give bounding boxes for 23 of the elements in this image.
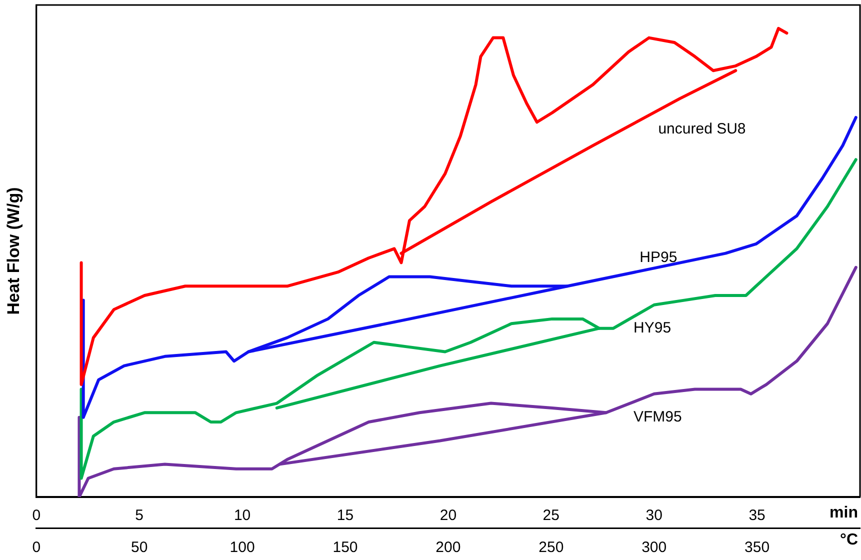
x2-tick-label: 0 xyxy=(32,539,41,556)
x2-tick-label: 200 xyxy=(436,539,461,556)
x-tick-label: 0 xyxy=(32,507,41,524)
x2-tick-label: 100 xyxy=(230,539,255,556)
x-tick-label: 10 xyxy=(234,507,251,524)
x2-tick-label: 50 xyxy=(131,539,148,556)
series-label: HP95 xyxy=(640,249,678,266)
x-tick-label: 5 xyxy=(135,507,144,524)
x-axis-title: min xyxy=(830,504,858,522)
x2-tick-label: 300 xyxy=(642,539,667,556)
x-tick-label: 35 xyxy=(748,507,766,524)
x-tick-label: 20 xyxy=(440,507,457,524)
text: HY95 xyxy=(634,319,672,336)
series-label: uncured SU8 xyxy=(658,120,746,138)
x2-tick-label: 150 xyxy=(332,539,358,556)
x2-axis-title: °C xyxy=(840,531,858,548)
x-tick-label: 15 xyxy=(336,507,354,524)
x-tick-label: 25 xyxy=(542,507,560,524)
x-tick-label: 30 xyxy=(646,507,662,524)
x2-tick-label: 350 xyxy=(744,539,770,556)
series-label: VFM95 xyxy=(634,408,682,426)
x2-tick-label: 250 xyxy=(538,539,564,556)
y-axis-title: Heat Flow (W/g) xyxy=(4,187,23,315)
